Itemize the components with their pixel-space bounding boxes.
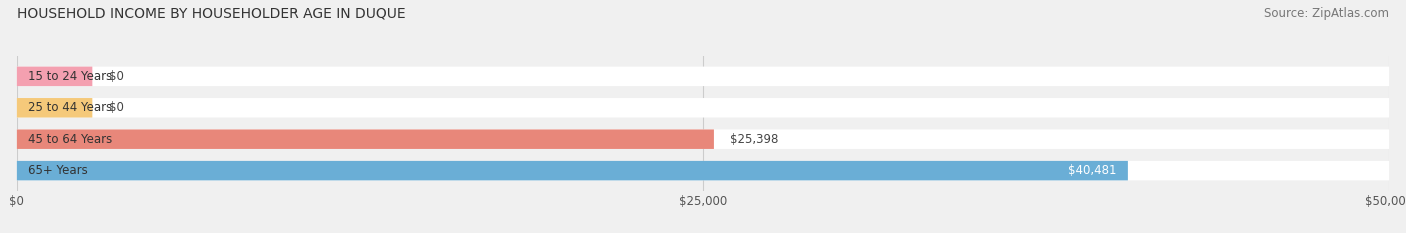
- Text: $0: $0: [108, 70, 124, 83]
- Text: HOUSEHOLD INCOME BY HOUSEHOLDER AGE IN DUQUE: HOUSEHOLD INCOME BY HOUSEHOLDER AGE IN D…: [17, 7, 405, 21]
- Text: 65+ Years: 65+ Years: [28, 164, 87, 177]
- Text: $40,481: $40,481: [1069, 164, 1116, 177]
- FancyBboxPatch shape: [17, 67, 93, 86]
- FancyBboxPatch shape: [17, 161, 1128, 180]
- FancyBboxPatch shape: [17, 98, 93, 117]
- FancyBboxPatch shape: [17, 67, 1389, 86]
- Text: Source: ZipAtlas.com: Source: ZipAtlas.com: [1264, 7, 1389, 20]
- FancyBboxPatch shape: [17, 130, 714, 149]
- Text: $25,398: $25,398: [730, 133, 779, 146]
- Text: 45 to 64 Years: 45 to 64 Years: [28, 133, 112, 146]
- Text: 15 to 24 Years: 15 to 24 Years: [28, 70, 112, 83]
- FancyBboxPatch shape: [17, 161, 1389, 180]
- FancyBboxPatch shape: [17, 98, 1389, 117]
- Text: $0: $0: [108, 101, 124, 114]
- FancyBboxPatch shape: [17, 130, 1389, 149]
- Text: 25 to 44 Years: 25 to 44 Years: [28, 101, 112, 114]
